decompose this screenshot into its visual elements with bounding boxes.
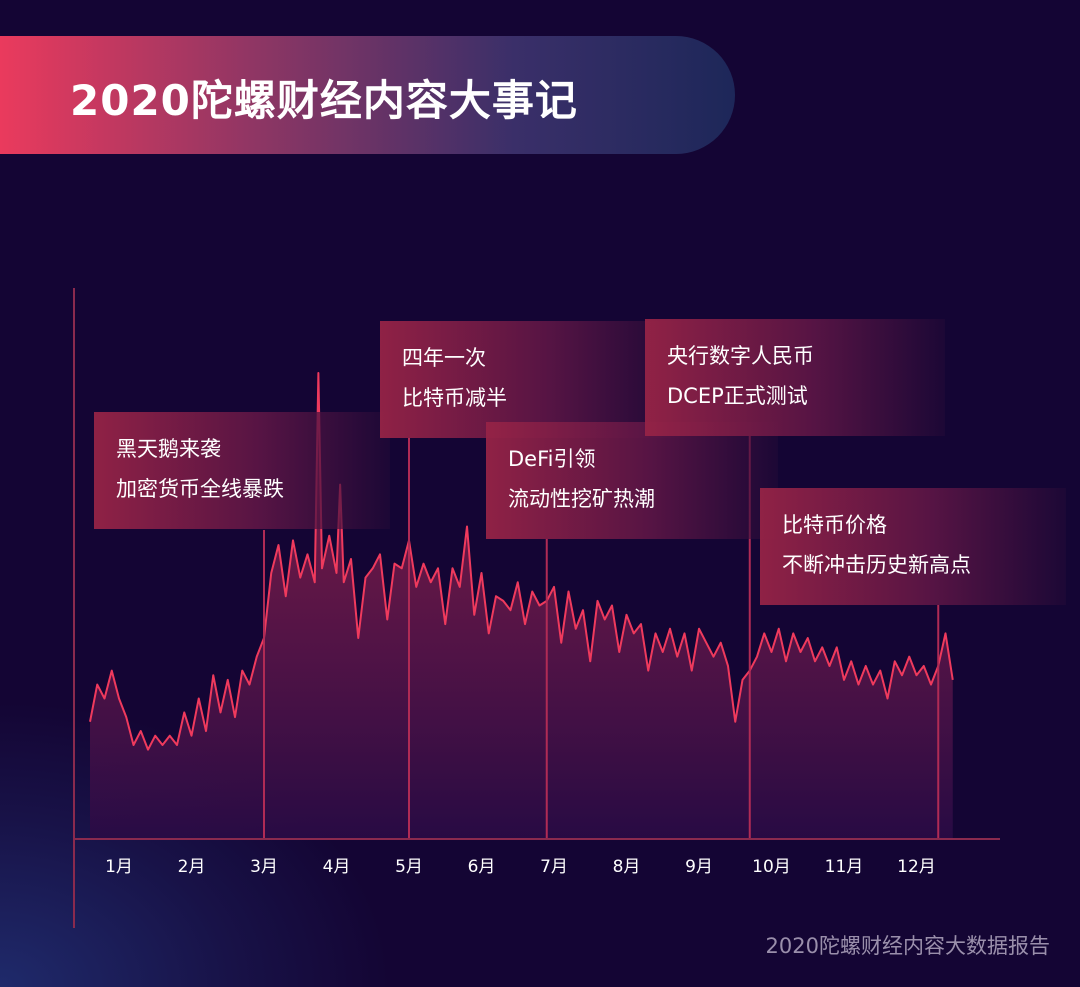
x-tick-label: 2月 bbox=[178, 857, 206, 877]
event-text: 四年一次 bbox=[402, 346, 486, 370]
event-box: 央行数字人民币 DCEP正式测试 bbox=[645, 319, 945, 436]
event-text: 比特币减半 bbox=[402, 386, 507, 410]
event-text: DCEP正式测试 bbox=[667, 384, 808, 408]
event-box: 黑天鹅来袭加密货币全线暴跌 bbox=[94, 412, 390, 529]
series-line bbox=[89, 372, 954, 751]
event-text: DeFi引领 bbox=[508, 447, 596, 471]
event-text: 央行数字人民币 bbox=[667, 344, 814, 368]
x-tick-label: 8月 bbox=[613, 857, 641, 877]
x-tick-label: 4月 bbox=[323, 857, 351, 877]
page-title: 2020陀螺财经内容大事记 bbox=[70, 76, 578, 125]
footer-caption: 2020陀螺财经内容大数据报告 bbox=[765, 934, 1050, 958]
x-tick-label: 9月 bbox=[685, 857, 713, 877]
x-tick-label: 3月 bbox=[250, 857, 278, 877]
event-text: 不断冲击历史新高点 bbox=[782, 553, 971, 577]
event-box: DeFi引领流动性挖矿热潮 bbox=[486, 422, 778, 539]
x-tick-label: 6月 bbox=[468, 857, 496, 877]
x-tick-label: 5月 bbox=[395, 857, 423, 877]
x-tick-label: 10月 bbox=[752, 857, 791, 877]
event-text: 加密货币全线暴跌 bbox=[116, 477, 284, 501]
event-box: 比特币价格不断冲击历史新高点 bbox=[760, 488, 1066, 605]
x-tick-label: 12月 bbox=[897, 857, 936, 877]
x-tick-label: 7月 bbox=[540, 857, 568, 877]
title-banner bbox=[0, 36, 735, 154]
event-box: 四年一次 比特币减半 bbox=[380, 321, 680, 438]
event-text: 黑天鹅来袭 bbox=[116, 437, 221, 461]
event-text: 比特币价格 bbox=[782, 513, 887, 537]
x-tick-label: 11月 bbox=[825, 857, 864, 877]
event-text: 流动性挖矿热潮 bbox=[508, 487, 655, 511]
x-tick-label: 1月 bbox=[105, 857, 133, 877]
